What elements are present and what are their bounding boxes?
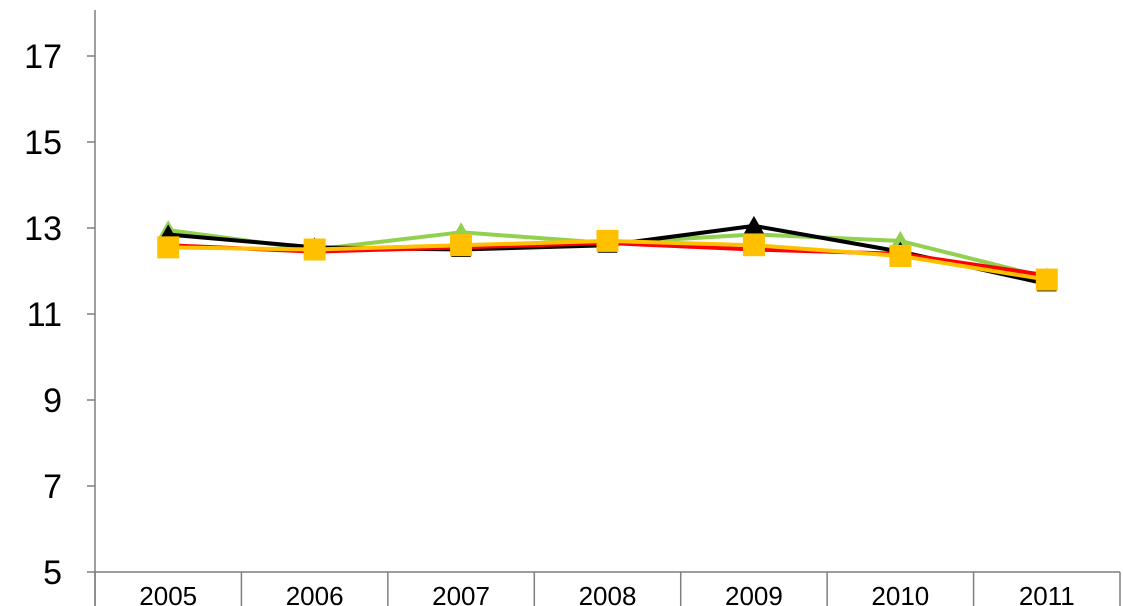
y-tick-label: 17 [24,38,62,76]
data-point [743,215,764,234]
data-point [1035,268,1058,291]
data-point [596,229,619,252]
x-axis: 2005 2006 2007 2008 2009 2010 2011 [94,571,1121,606]
x-tick-label: 2009 [725,581,783,606]
x-tick-label: 2007 [432,581,490,606]
data-point [889,244,912,267]
y-tick-label: 5 [43,554,62,592]
x-tick-label: 2005 [139,581,197,606]
y-tick-label: 11 [27,296,62,334]
data-point [742,234,765,257]
data-point [450,234,473,257]
data-point [157,236,180,259]
x-tick-label: 2010 [871,581,929,606]
y-tick-label: 13 [24,210,62,248]
y-axis: 5 7 9 11 13 15 17 [24,10,96,606]
x-tick-label: 2008 [579,581,637,606]
x-tick-label: 2011 [1019,581,1075,606]
data-point [303,238,326,261]
y-tick-label: 7 [43,468,62,506]
series-2 [158,215,1057,292]
series-layer [157,215,1058,292]
x-tick-label: 2006 [286,581,344,606]
y-tick-label: 15 [24,124,62,162]
series-4 [157,229,1058,291]
y-tick-label: 9 [43,382,62,420]
data-point [890,230,911,249]
